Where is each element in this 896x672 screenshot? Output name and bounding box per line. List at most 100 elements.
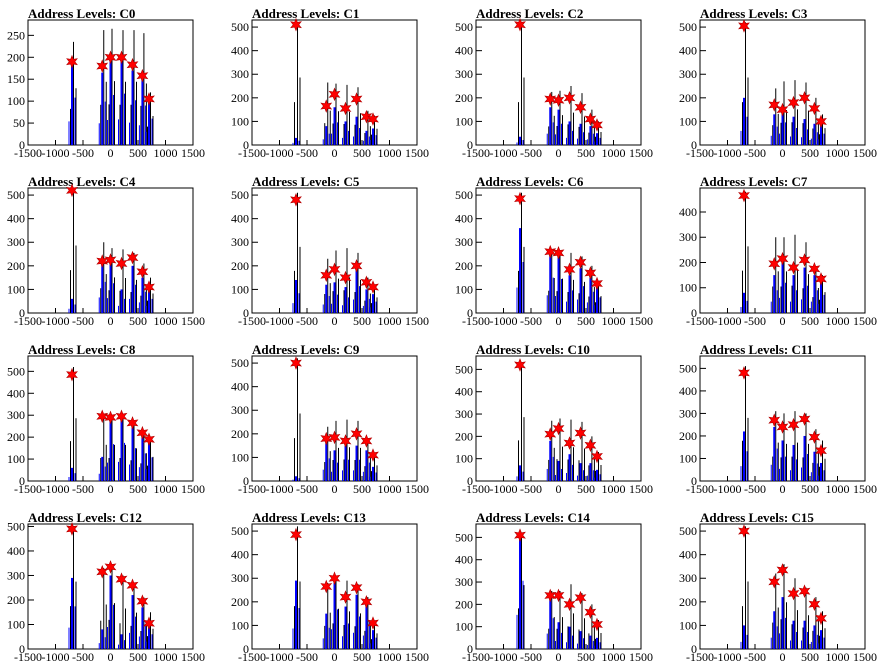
y-tick-label: 100 <box>455 114 473 128</box>
y-tick-label: 500 <box>231 188 249 202</box>
peak-marker <box>126 578 139 593</box>
x-tick-label: 500 <box>577 314 595 328</box>
y-tick-label: 100 <box>679 618 697 632</box>
x-tick-label: -500 <box>296 146 318 160</box>
peak-marker <box>367 448 379 462</box>
x-tick-label: 500 <box>801 482 819 496</box>
y-tick-label: 100 <box>231 114 249 128</box>
peak-marker <box>328 571 341 586</box>
x-tick-label: 500 <box>129 482 147 496</box>
peak-marker <box>514 17 526 32</box>
peak-marker <box>808 101 821 116</box>
peak-marker <box>808 430 821 444</box>
x-tick-label: -500 <box>744 314 766 328</box>
x-tick-label: 1500 <box>853 314 877 328</box>
x-tick-label: 0 <box>780 650 786 664</box>
peak-marker <box>815 114 827 129</box>
peak-marker <box>339 434 352 448</box>
peak-marker <box>339 270 352 285</box>
y-tick-label: 200 <box>455 429 473 443</box>
x-tick-label: 1000 <box>378 650 402 664</box>
peak-marker <box>104 50 117 65</box>
y-tick-label: 400 <box>455 44 473 58</box>
peak-marker <box>126 57 139 72</box>
x-tick-label: -1000 <box>42 146 70 160</box>
x-tick-label: 0 <box>332 650 338 664</box>
peak-marker <box>768 256 781 271</box>
x-tick-label: -500 <box>520 146 542 160</box>
x-tick-label: -1500 <box>238 650 266 664</box>
peak-marker <box>350 427 363 441</box>
x-tick-label: -500 <box>72 146 94 160</box>
peak-marker <box>798 412 811 426</box>
y-tick-label: 50 <box>13 116 25 130</box>
peak-marker <box>104 410 117 425</box>
x-tick-label: 500 <box>577 650 595 664</box>
y-tick-label: 300 <box>679 67 697 81</box>
x-tick-label: -1500 <box>14 314 42 328</box>
peak-marker <box>320 579 333 594</box>
y-tick-label: 500 <box>455 362 473 376</box>
y-tick-label: 500 <box>7 188 25 202</box>
y-tick-label: 100 <box>231 450 249 464</box>
y-tick-label: 200 <box>7 430 25 444</box>
y-tick-label: 100 <box>7 617 25 631</box>
y-tick-label: 0 <box>243 138 249 152</box>
y-tick-label: 100 <box>7 452 25 466</box>
panel-title: Address Levels: C9 <box>252 342 360 357</box>
peak-marker <box>328 87 341 102</box>
x-tick-label: 500 <box>577 146 595 160</box>
y-tick-label: 300 <box>679 230 697 244</box>
peak-marker <box>544 427 557 441</box>
peak-marker <box>96 59 109 73</box>
peak-marker <box>360 275 373 290</box>
peak-marker <box>143 280 155 294</box>
peak-marker <box>544 244 557 259</box>
y-tick-label: 200 <box>231 595 249 609</box>
peak-marker <box>798 253 811 267</box>
x-tick-label: -1000 <box>714 314 742 328</box>
x-tick-label: 1000 <box>826 482 850 496</box>
x-tick-label: 0 <box>332 146 338 160</box>
peak-marker <box>136 594 149 609</box>
peak-marker <box>290 356 302 370</box>
y-tick-label: 200 <box>679 255 697 269</box>
y-tick-label: 250 <box>7 28 25 42</box>
x-tick-label: -1000 <box>714 146 742 160</box>
peak-marker <box>738 19 750 33</box>
peak-marker <box>563 436 576 450</box>
x-tick-label: 0 <box>108 146 114 160</box>
peak-marker <box>808 261 821 276</box>
y-tick-label: 400 <box>455 385 473 399</box>
peak-marker <box>143 92 155 106</box>
x-tick-label: 1000 <box>826 146 850 160</box>
panel-10: Address Levels: C10 0 100 200 300 400 500 -1500… <box>455 342 653 496</box>
peak-marker <box>514 191 526 206</box>
y-tick-label: 100 <box>679 451 697 465</box>
y-tick-label: 200 <box>455 91 473 105</box>
x-tick-label: 1500 <box>853 482 877 496</box>
peak-marker <box>143 616 155 631</box>
x-tick-label: -1500 <box>686 482 714 496</box>
x-tick-label: 0 <box>556 314 562 328</box>
peak-marker <box>320 268 333 283</box>
x-tick-label: 1000 <box>826 650 850 664</box>
x-tick-label: -1000 <box>266 650 294 664</box>
y-tick-label: 300 <box>679 406 697 420</box>
peak-marker <box>776 251 789 266</box>
x-tick-label: -500 <box>520 482 542 496</box>
peak-marker <box>115 50 128 65</box>
y-tick-label: 500 <box>7 364 25 378</box>
y-tick-label: 0 <box>243 474 249 488</box>
y-tick-label: 200 <box>679 91 697 105</box>
peak-marker <box>136 264 149 279</box>
y-tick-label: 300 <box>231 235 249 249</box>
x-tick-label: 1500 <box>405 314 429 328</box>
y-tick-label: 500 <box>231 20 249 34</box>
peak-marker <box>136 425 149 440</box>
panel-12: Address Levels: C12 0 100 200 300 400 500 -1500… <box>7 510 205 664</box>
y-tick-label: 200 <box>231 91 249 105</box>
peak-marker <box>808 597 821 612</box>
y-tick-label: 0 <box>691 642 697 656</box>
y-tick-label: 0 <box>691 306 697 320</box>
